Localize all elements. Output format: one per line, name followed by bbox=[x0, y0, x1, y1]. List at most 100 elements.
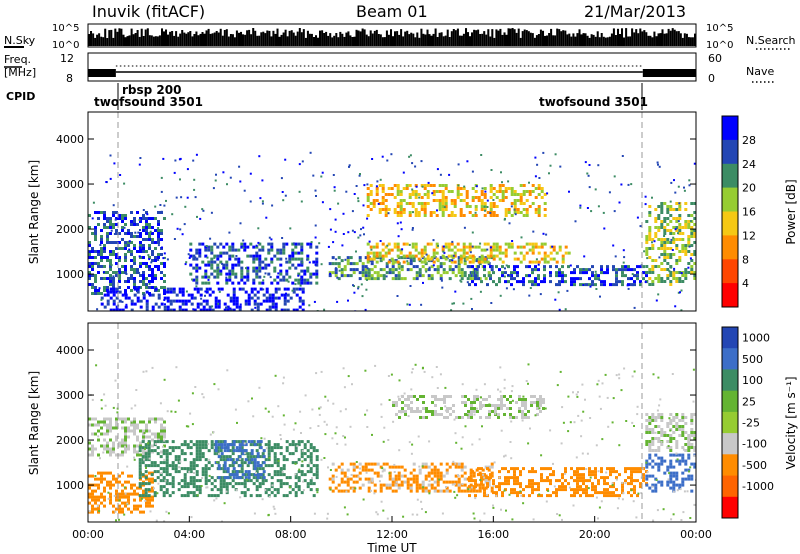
echo-cell bbox=[121, 444, 124, 448]
echo-cell bbox=[428, 410, 431, 413]
cpid-row: CPID twofsound 3501 rbsp 200 twofsound 3… bbox=[6, 83, 648, 110]
echo-cell bbox=[94, 292, 97, 295]
echo-cell bbox=[364, 265, 368, 269]
echo-cell bbox=[490, 465, 494, 469]
echo-cell bbox=[684, 468, 688, 472]
echo-cell bbox=[214, 449, 218, 453]
nsky-bar bbox=[203, 33, 206, 46]
echo-cell bbox=[425, 253, 428, 256]
echo-cell bbox=[160, 438, 163, 442]
echo-cell bbox=[225, 306, 227, 309]
echo-cell bbox=[475, 274, 479, 278]
echo-cell bbox=[367, 480, 371, 484]
echo-cell bbox=[490, 486, 494, 490]
echo-cell bbox=[480, 202, 484, 205]
echo-cell bbox=[127, 277, 130, 280]
echo-cell bbox=[492, 257, 496, 261]
echo-cell bbox=[148, 429, 151, 433]
echo-cell bbox=[273, 254, 277, 258]
echo-cell bbox=[169, 290, 173, 294]
echo-cell bbox=[115, 519, 117, 522]
echo-cell bbox=[246, 266, 250, 270]
echo-cell bbox=[459, 211, 463, 214]
echo-cell bbox=[229, 473, 233, 477]
echo-cell bbox=[409, 471, 413, 475]
echo-cell bbox=[570, 476, 573, 480]
echo-cell bbox=[243, 248, 247, 252]
echo-cell bbox=[292, 308, 296, 311]
echo-cell bbox=[518, 395, 521, 398]
echo-cell bbox=[594, 277, 597, 281]
echo-cell bbox=[189, 464, 193, 468]
echo-cell bbox=[180, 196, 183, 199]
echo-cell bbox=[430, 486, 434, 490]
echo-cell bbox=[256, 476, 260, 480]
echo-cell bbox=[225, 488, 229, 492]
nsky-bar bbox=[617, 28, 620, 46]
echo-cell bbox=[136, 250, 139, 253]
echo-cell bbox=[587, 174, 590, 177]
echo-cell bbox=[115, 256, 118, 259]
echo-cell bbox=[675, 416, 679, 419]
echo-cell bbox=[144, 488, 148, 492]
echo-cell bbox=[147, 446, 151, 450]
echo-cell bbox=[154, 274, 157, 277]
echo-cell bbox=[456, 187, 460, 190]
echo-cell bbox=[645, 419, 649, 422]
echo-cell bbox=[542, 401, 545, 404]
echo-cell bbox=[369, 202, 373, 205]
echo-cell bbox=[187, 293, 191, 297]
echo-cell bbox=[400, 480, 404, 484]
echo-cell bbox=[261, 266, 265, 270]
site-title: Inuvik (fitACF) bbox=[92, 2, 205, 21]
echo-cell bbox=[690, 232, 694, 235]
nsky-bar bbox=[296, 31, 299, 46]
echo-cell bbox=[252, 266, 256, 270]
echo-cell bbox=[386, 159, 389, 162]
echo-cell bbox=[133, 302, 137, 306]
echo-cell bbox=[240, 461, 244, 465]
echo-cell bbox=[448, 489, 452, 493]
echo-cell bbox=[410, 410, 413, 413]
echo-cell bbox=[106, 286, 109, 289]
echo-cell bbox=[103, 495, 106, 499]
echo-cell bbox=[109, 417, 112, 421]
echo-cell bbox=[588, 470, 591, 474]
echo-cell bbox=[106, 238, 109, 241]
echo-cell bbox=[393, 245, 397, 249]
echo-cell bbox=[394, 477, 398, 481]
echo-cell bbox=[537, 187, 541, 190]
echo-cell bbox=[221, 520, 223, 522]
echo-cell bbox=[324, 395, 327, 398]
echo-cell bbox=[351, 487, 354, 490]
echo-cell bbox=[91, 510, 94, 514]
echo-cell bbox=[406, 303, 409, 306]
echo-cell bbox=[109, 280, 112, 283]
echo-cell bbox=[498, 199, 502, 202]
echo-cell bbox=[268, 305, 272, 309]
echo-cell bbox=[139, 157, 142, 159]
echo-cell bbox=[485, 404, 488, 407]
echo-cell bbox=[118, 417, 121, 421]
echo-cell bbox=[507, 180, 510, 183]
echo-cell bbox=[276, 473, 280, 477]
echo-cell bbox=[402, 211, 406, 214]
echo-cell bbox=[138, 446, 142, 450]
echo-cell bbox=[223, 467, 227, 471]
echo-cell bbox=[297, 274, 300, 277]
echo-cell bbox=[639, 470, 642, 474]
echo-cell bbox=[91, 265, 94, 268]
echo-cell bbox=[511, 518, 514, 521]
echo-cell bbox=[657, 274, 661, 277]
nsky-bar bbox=[673, 29, 676, 46]
echo-cell bbox=[314, 236, 317, 239]
echo-cell bbox=[145, 308, 149, 311]
echo-cell bbox=[160, 472, 163, 474]
nsky-bar bbox=[566, 34, 569, 46]
echo-cell bbox=[591, 271, 594, 275]
echo-cell bbox=[186, 491, 190, 495]
echo-cell bbox=[654, 220, 658, 223]
echo-cell bbox=[468, 205, 472, 208]
echo-cell bbox=[495, 491, 498, 495]
echo-cell bbox=[265, 287, 269, 291]
